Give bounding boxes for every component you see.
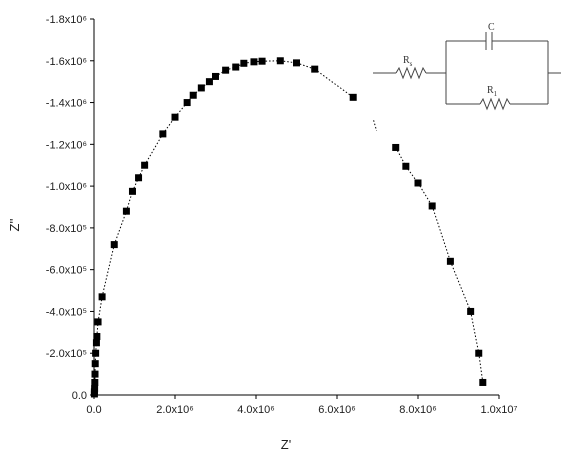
data-point — [240, 59, 248, 67]
data-point — [128, 187, 136, 195]
y-tick-label: -6.0x10⁵ — [46, 265, 87, 277]
data-point — [205, 78, 213, 86]
data-point — [392, 143, 400, 151]
y-axis-title: Z'' — [7, 219, 22, 232]
x-tick-label: 8.0x10⁶ — [399, 404, 437, 416]
data-line-segment — [478, 353, 484, 383]
data-point — [98, 293, 106, 301]
data-point — [414, 179, 422, 187]
y-tick-label: -1.6x10⁶ — [46, 56, 87, 68]
y-tick-label: 0.0 — [72, 390, 87, 402]
y-tick-label: -1.0x10⁶ — [46, 181, 87, 193]
data-point — [93, 333, 101, 341]
data-point — [479, 378, 487, 386]
equivalent-circuit-inset: Rs C R1 — [373, 22, 561, 111]
y-tick-label: -1.2x10⁶ — [46, 139, 87, 151]
data-line-segment — [280, 60, 297, 64]
x-axis-title: Z' — [281, 437, 291, 452]
circuit-label: R1 — [487, 85, 498, 98]
x-tick-label: 6.0x10⁶ — [318, 404, 356, 416]
data-point — [92, 339, 100, 347]
data-point — [250, 58, 258, 66]
data-line-segment — [417, 182, 433, 207]
data-point — [293, 59, 300, 67]
x-tick-label: 1.0x10⁷ — [480, 404, 517, 416]
data-point — [171, 113, 179, 121]
x-tick-label: 0.0 — [86, 404, 101, 416]
x-tick-label: 2.0x10⁶ — [156, 404, 194, 416]
data-point — [110, 241, 118, 249]
data-point — [428, 202, 436, 210]
data-point — [91, 370, 99, 378]
y-tick-label: -2.0x10⁵ — [46, 348, 87, 360]
data-line-segment — [97, 296, 103, 322]
data-point — [91, 385, 99, 393]
data-point — [222, 66, 230, 74]
data-line-segment — [132, 177, 140, 192]
data-point — [446, 257, 454, 265]
data-line-segment — [373, 120, 378, 131]
data-point — [135, 174, 143, 182]
data-point — [475, 349, 483, 357]
data-markers — [90, 57, 487, 398]
data-line-segment — [470, 311, 480, 354]
data-point — [92, 349, 100, 357]
data-point — [276, 57, 284, 65]
plot-axes: 0.0 -2.0x10⁵ -4.0x10⁵ -6.0x10⁵ -8.0x10⁵ -1.0x… — [46, 14, 518, 416]
data-point — [212, 72, 219, 80]
y-tick-label: -4.0x10⁵ — [46, 306, 87, 318]
data-line-segment — [449, 261, 472, 312]
data-line-segment — [101, 244, 115, 297]
data-point — [189, 91, 197, 99]
data-point — [258, 57, 266, 65]
data-line-segment — [431, 205, 451, 262]
y-tick-label: -8.0x10⁵ — [46, 223, 87, 235]
resistor-r1-icon — [479, 97, 511, 111]
data-point — [402, 162, 410, 170]
y-tick-label: -1.4x10⁶ — [46, 98, 87, 110]
data-point — [91, 360, 99, 368]
y-tick-label: -1.8x10⁶ — [46, 14, 87, 26]
data-line-segment — [144, 133, 164, 166]
resistor-rs-icon — [395, 66, 427, 80]
data-line — [93, 60, 484, 394]
data-point — [183, 99, 191, 107]
x-tick-label: 4.0x10⁶ — [237, 404, 275, 416]
data-point — [467, 307, 475, 315]
data-point — [349, 93, 357, 101]
data-point — [141, 161, 149, 169]
data-point — [91, 378, 99, 386]
circuit-label: Rs — [403, 55, 413, 68]
data-line-segment — [96, 321, 99, 337]
data-line-segment — [314, 68, 354, 98]
data-point — [311, 65, 319, 73]
data-point — [159, 130, 167, 138]
data-point — [232, 63, 240, 71]
data-point — [197, 84, 205, 92]
data-point — [122, 207, 130, 215]
circuit-label: C — [488, 22, 495, 33]
data-line-segment — [113, 211, 127, 245]
data-point — [94, 318, 102, 326]
